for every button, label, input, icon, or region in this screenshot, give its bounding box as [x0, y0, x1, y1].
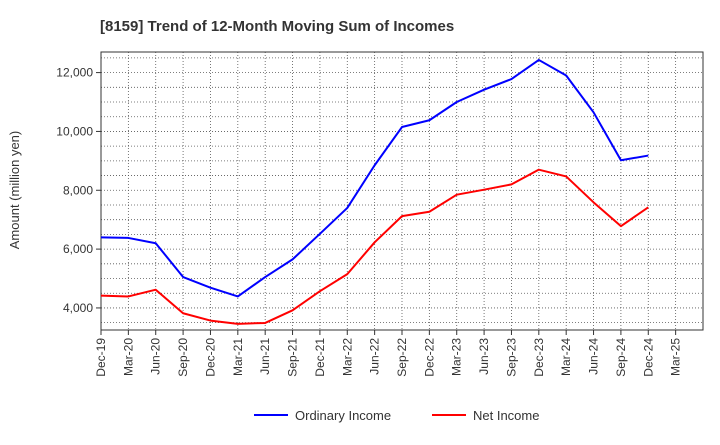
chart-title: [8159] Trend of 12-Month Moving Sum of I…: [100, 18, 454, 35]
x-tick-label: Jun-22: [368, 338, 382, 375]
grid: [101, 52, 703, 330]
y-tick-label: 12,000: [56, 66, 93, 80]
y-tick-label: 6,000: [63, 242, 93, 256]
x-tick-label: Jun-21: [258, 338, 272, 375]
series-line-net-income: [101, 170, 648, 324]
x-tick-label: Mar-22: [340, 338, 354, 376]
x-tick-label: Dec-19: [94, 338, 108, 377]
legend-label-ordinary-income: Ordinary Income: [295, 408, 391, 423]
legend: Ordinary Income Net Income: [254, 408, 539, 423]
x-tick-label: Jun-23: [477, 338, 491, 375]
x-tick-label: Mar-24: [559, 338, 573, 376]
y-tick-label: 10,000: [56, 124, 93, 138]
x-tick-label: Mar-23: [450, 338, 464, 376]
series-lines: [101, 60, 648, 324]
legend-label-net-income: Net Income: [473, 408, 539, 423]
x-tick-label: Sep-24: [614, 338, 628, 377]
y-tick-label: 8,000: [63, 183, 93, 197]
x-tick-label: Mar-25: [669, 338, 683, 376]
y-axis-ticks: 4,000 6,000 8,000 10,000 12,000: [56, 66, 101, 315]
x-tick-label: Dec-21: [313, 338, 327, 377]
x-tick-label: Dec-20: [203, 338, 217, 377]
y-axis-label: Amount (million yen): [7, 131, 22, 250]
x-tick-label: Mar-20: [121, 338, 135, 376]
x-tick-label: Dec-22: [422, 338, 436, 377]
x-tick-label: Dec-23: [532, 338, 546, 377]
x-tick-label: Sep-20: [176, 338, 190, 377]
x-tick-label: Jun-20: [149, 338, 163, 375]
x-tick-label: Sep-23: [504, 338, 518, 377]
x-axis-ticks: Dec-19 Mar-20 Jun-20 Sep-20 Dec-20 Mar-21 Jun-…: [94, 330, 683, 377]
x-tick-label: Jun-24: [587, 338, 601, 375]
x-tick-label: Mar-21: [231, 338, 245, 376]
x-tick-label: Sep-21: [286, 338, 300, 377]
y-tick-label: 4,000: [63, 301, 93, 315]
x-tick-label: Dec-24: [641, 338, 655, 377]
x-tick-label: Sep-22: [395, 338, 409, 377]
